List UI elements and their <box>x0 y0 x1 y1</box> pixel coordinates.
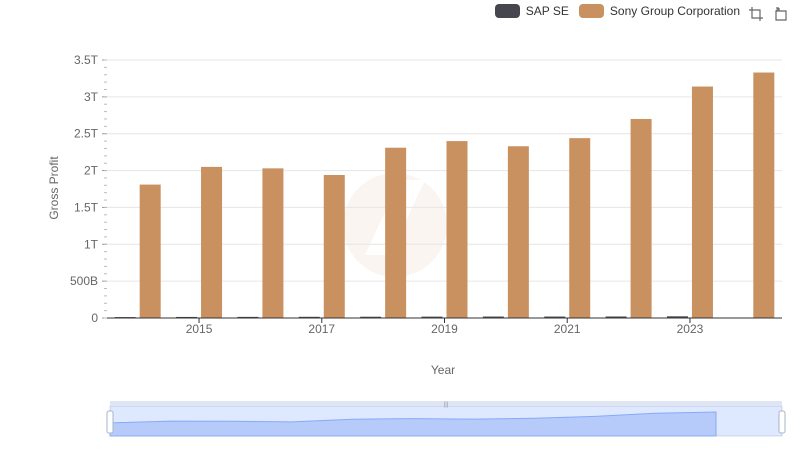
bar-sap-2023 <box>666 316 688 318</box>
bar-sap-2019 <box>421 316 443 318</box>
legend-swatch-sap <box>494 4 520 18</box>
x-tick-label: 2023 <box>677 322 704 336</box>
bar-sap-2020 <box>482 316 504 318</box>
bar-sony-2024 <box>753 72 775 318</box>
y-tick-label: 1T <box>84 237 99 251</box>
slider-left-handle[interactable] <box>106 410 114 434</box>
y-tick-label: 1.5T <box>74 200 99 214</box>
y-tick-label: 500B <box>70 274 98 288</box>
zoom-select-icon[interactable] <box>748 6 764 22</box>
bar-sap-2015 <box>176 316 198 318</box>
legend-label-sap: SAP SE <box>525 4 569 18</box>
y-tick-label: 2T <box>84 164 99 178</box>
legend: SAP SE Sony Group Corporation <box>494 4 740 18</box>
bar-sap-2018 <box>360 316 382 318</box>
bar-sap-2022 <box>605 316 627 318</box>
slider-top-handle-icon[interactable]: ||| <box>444 402 449 408</box>
bar-sap-2021 <box>544 316 566 318</box>
bar-sap-2017 <box>298 316 320 318</box>
y-tick-label: 3T <box>84 90 99 104</box>
zoom-reset-icon[interactable] <box>774 6 790 22</box>
bar-sony-2019 <box>446 141 468 318</box>
x-tick-label: 2021 <box>554 322 581 336</box>
x-tick-label: 2019 <box>431 322 458 336</box>
y-axis-label: Gross Profit <box>47 156 61 220</box>
bar-sony-2014 <box>139 184 161 318</box>
legend-swatch-sony <box>578 4 604 18</box>
bar-sony-2017 <box>323 174 345 318</box>
legend-item-sap[interactable]: SAP SE <box>494 4 569 18</box>
x-axis-label: Year <box>431 363 455 377</box>
x-tick-label: 2017 <box>308 322 335 336</box>
y-tick-label: 2.5T <box>74 127 99 141</box>
data-zoom-slider[interactable]: ||| <box>106 401 786 437</box>
slider-preview-area <box>109 411 717 437</box>
legend-label-sony: Sony Group Corporation <box>609 4 740 18</box>
y-tick-label: 0 <box>91 311 98 325</box>
bar-sony-2022 <box>630 118 652 318</box>
x-tick-label: 2015 <box>186 322 213 336</box>
bar-sony-2020 <box>507 146 529 318</box>
slider-top-bar[interactable] <box>110 401 782 407</box>
bar-sony-2018 <box>385 147 407 318</box>
bar-sony-2021 <box>569 138 591 318</box>
bar-sony-2015 <box>201 166 223 318</box>
slider-selection[interactable] <box>110 406 782 436</box>
bar-sony-2016 <box>262 168 284 318</box>
slider-right-handle[interactable] <box>778 410 786 434</box>
bar-sap-2016 <box>237 316 259 318</box>
y-tick-label: 3.5T <box>74 53 99 67</box>
toolbox <box>748 6 790 22</box>
legend-item-sony[interactable]: Sony Group Corporation <box>578 4 740 18</box>
bar-sony-2023 <box>691 86 713 318</box>
